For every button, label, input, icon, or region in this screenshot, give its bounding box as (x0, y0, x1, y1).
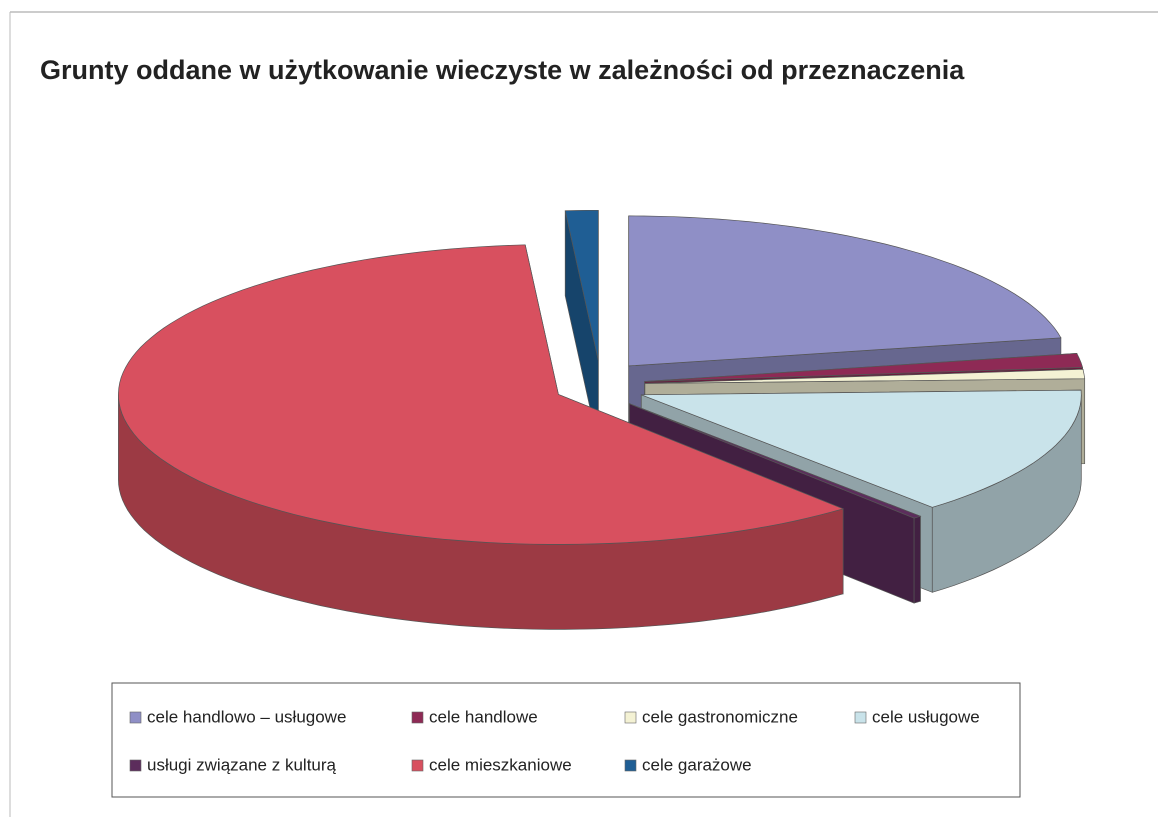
legend-label: cele usługowe (872, 707, 980, 726)
legend-label: cele gastronomiczne (642, 707, 798, 726)
pie-slice (644, 353, 1084, 382)
legend-swatch (854, 711, 867, 724)
pie-slice (644, 368, 1086, 384)
legend-swatch (624, 759, 637, 772)
pie-slice (564, 209, 599, 361)
legend-swatch (129, 759, 142, 772)
legend-label: usługi związane z kulturą (147, 755, 337, 774)
legend-label: cele garażowe (642, 755, 752, 774)
legend-swatch (129, 711, 142, 724)
legend-swatch (411, 759, 424, 772)
pie-slice (628, 215, 1062, 367)
pie-slice (629, 403, 922, 519)
legend-swatch (411, 711, 424, 724)
legend-label: cele mieszkaniowe (429, 755, 572, 774)
legend (111, 682, 1021, 798)
pie-slice (118, 244, 845, 545)
legend-swatch (624, 711, 637, 724)
legend-label: cele handlowe (429, 707, 538, 726)
pie-slice-side (913, 515, 921, 604)
legend-label: cele handlowo – usługowe (147, 707, 346, 726)
pie-slice (641, 389, 1082, 508)
chart-title: Grunty oddane w użytkowanie wieczyste w … (40, 55, 965, 85)
